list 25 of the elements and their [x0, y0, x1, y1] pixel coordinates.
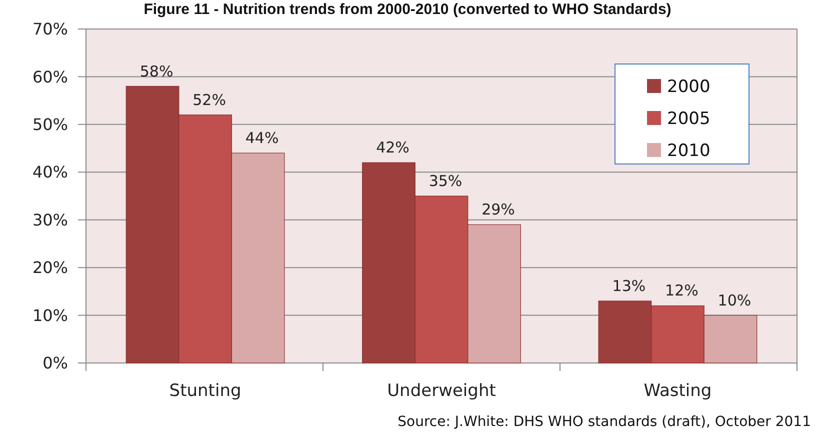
- y-tick-label: 60%: [32, 67, 68, 86]
- data-label: 44%: [245, 129, 279, 148]
- data-label: 58%: [140, 62, 174, 80]
- x-tick-label: Underweight: [387, 381, 496, 401]
- y-tick-label: 30%: [32, 210, 68, 230]
- source-note: Source: J.White: DHS WHO standards (draft), October 2011: [398, 414, 811, 430]
- data-label: 52%: [192, 90, 226, 109]
- data-label: 10%: [718, 291, 752, 310]
- y-tick-label: 10%: [32, 306, 68, 325]
- chart-title: Figure 11 - Nutrition trends from 2000-2010 (converted to WHO Standards): [144, 1, 672, 18]
- data-label: 12%: [665, 282, 698, 300]
- legend-label: 2000: [667, 77, 710, 97]
- legend-label: 2005: [667, 109, 710, 129]
- data-label: 13%: [612, 276, 646, 295]
- x-tick-label: Wasting: [644, 381, 712, 401]
- y-tick-label: 20%: [32, 258, 68, 278]
- data-label: 35%: [428, 172, 462, 190]
- y-tick-label: 70%: [32, 20, 68, 39]
- x-tick-label: Stunting: [169, 381, 242, 401]
- y-tick-label: 40%: [32, 162, 68, 182]
- data-label: 42%: [376, 138, 410, 157]
- y-tick-label: 0%: [42, 354, 68, 373]
- legend-label: 2010: [667, 141, 710, 161]
- y-tick-label: 50%: [32, 115, 68, 134]
- data-label: 29%: [482, 200, 515, 219]
